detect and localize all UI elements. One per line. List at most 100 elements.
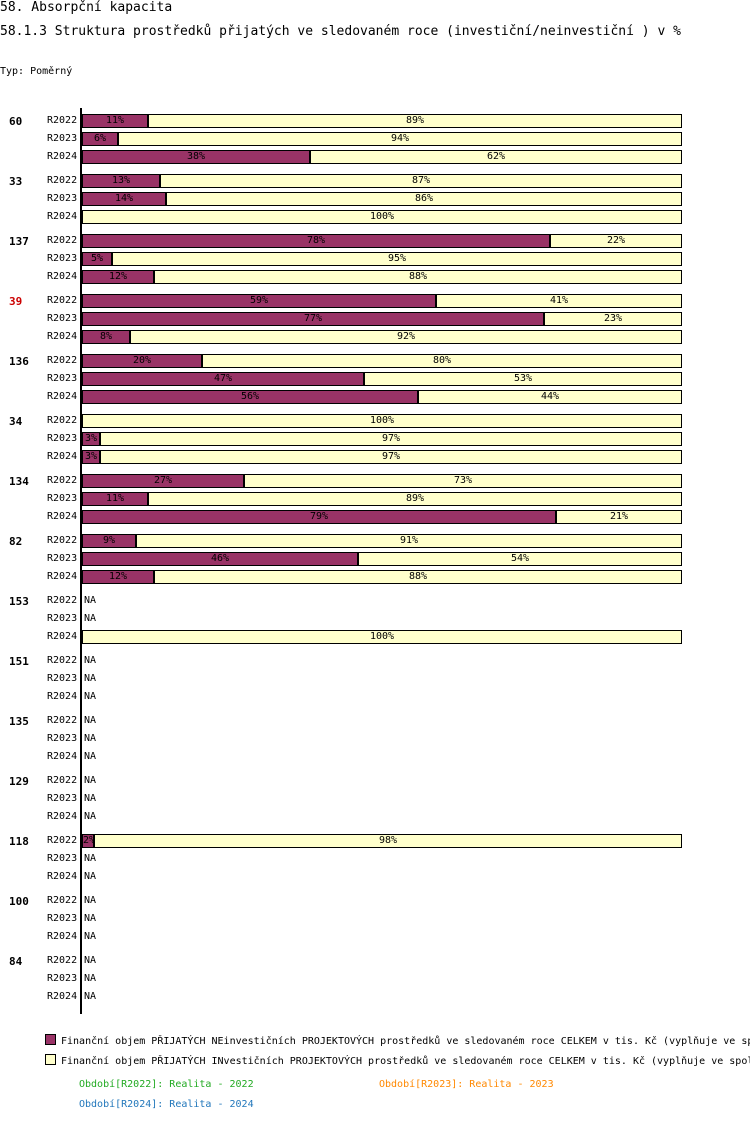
category-label: 33 <box>9 175 23 188</box>
period-label: R2024 <box>47 511 78 522</box>
category-label: 137 <box>9 235 29 248</box>
bar-segment-neinvesticni: 3% <box>82 450 100 464</box>
period-label: R2022 <box>47 775 78 786</box>
bar-chart: 60 R2022 11% 89% R2023 6% 94% R2024 38% 62% 33 R202… <box>9 108 682 1014</box>
na-label: NA <box>84 715 97 726</box>
category-label: 39 <box>9 295 23 308</box>
period-label: R2024 <box>47 571 78 582</box>
period-label: R2022 <box>47 115 78 126</box>
bar-segment-neinvesticni: 12% <box>82 570 154 584</box>
period-label: R2022 <box>47 475 78 486</box>
bar-segment-investicni: 100% <box>82 414 682 428</box>
period-label: R2022 <box>47 955 78 966</box>
bar-segment-neinvesticni: 8% <box>82 330 130 344</box>
period-label: R2023 <box>47 733 78 744</box>
bar-segment-investicni: 92% <box>130 330 682 344</box>
bar-segment-neinvesticni: 9% <box>82 534 136 548</box>
na-label: NA <box>84 955 97 966</box>
bar-segment-neinvesticni: 27% <box>82 474 244 488</box>
bar-segment-investicni: 54% <box>358 552 682 566</box>
period-label: R2023 <box>47 133 78 144</box>
bar-segment-investicni: 87% <box>160 174 682 188</box>
period-label: R2024 <box>47 331 78 342</box>
bar-segment-investicni: 21% <box>556 510 682 524</box>
category-label: 153 <box>9 595 29 608</box>
period-label: R2022 <box>47 895 78 906</box>
na-label: NA <box>84 775 97 786</box>
legend-item-neinvesticni: Finanční objem PŘIJATÝCH NEinvestičních … <box>45 1034 750 1047</box>
bar-segment-investicni: 89% <box>148 114 682 128</box>
period-label: R2024 <box>47 151 78 162</box>
period-label: R2024 <box>47 631 78 642</box>
legend-swatch <box>45 1054 56 1065</box>
bar-segment-neinvesticni: 56% <box>82 390 418 404</box>
bar-segment-investicni: 53% <box>364 372 682 386</box>
legend-label: Finanční objem PŘIJATÝCH INvestičních PR… <box>61 1056 750 1067</box>
period-label: R2022 <box>47 295 78 306</box>
period-label: R2024 <box>47 991 78 1002</box>
period-label: R2023 <box>47 673 78 684</box>
na-label: NA <box>84 973 97 984</box>
bar-segment-investicni: 23% <box>544 312 682 326</box>
na-label: NA <box>84 793 97 804</box>
period-label: R2023 <box>47 373 78 384</box>
category-label: 136 <box>9 355 29 368</box>
category-label: 34 <box>9 415 23 428</box>
bar-segment-investicni: 98% <box>94 834 682 848</box>
period-label: R2022 <box>47 235 78 246</box>
bar-segment-neinvesticni: 6% <box>82 132 118 146</box>
na-label: NA <box>84 751 97 762</box>
bar-segment-investicni: 73% <box>244 474 682 488</box>
period-label: R2023 <box>47 853 78 864</box>
bar-segment-neinvesticni: 13% <box>82 174 160 188</box>
bar-segment-neinvesticni: 11% <box>82 114 148 128</box>
period-r2023: Období[R2023]: Realita - 2023 <box>379 1079 554 1090</box>
period-label: R2023 <box>47 613 78 624</box>
na-label: NA <box>84 931 97 942</box>
bar-segment-neinvesticni: 47% <box>82 372 364 386</box>
bar-segment-investicni: 94% <box>118 132 682 146</box>
period-label: R2023 <box>47 433 78 444</box>
bar-segment-neinvesticni: 79% <box>82 510 556 524</box>
na-label: NA <box>84 733 97 744</box>
period-label: R2022 <box>47 415 78 426</box>
bar-segment-investicni: 86% <box>166 192 682 206</box>
period-label: R2023 <box>47 793 78 804</box>
na-label: NA <box>84 613 97 624</box>
na-label: NA <box>84 895 97 906</box>
bar-segment-neinvesticni: 77% <box>82 312 544 326</box>
category-label: 135 <box>9 715 29 728</box>
na-label: NA <box>84 811 97 822</box>
period-label: R2024 <box>47 211 78 222</box>
na-label: NA <box>84 913 97 924</box>
period-label: R2023 <box>47 313 78 324</box>
chart-title: 58.1.3 Struktura prostředků přijatých ve… <box>0 24 681 39</box>
bar-segment-investicni: 41% <box>436 294 682 308</box>
bar-segment-neinvesticni: 12% <box>82 270 154 284</box>
bar-segment-investicni: 62% <box>310 150 682 164</box>
bar-segment-investicni: 97% <box>100 450 682 464</box>
na-label: NA <box>84 655 97 666</box>
legend-label: Finanční objem PŘIJATÝCH NEinvestičních … <box>61 1036 750 1047</box>
category-label: 151 <box>9 655 29 668</box>
category-label: 129 <box>9 775 29 788</box>
na-label: NA <box>84 853 97 864</box>
bar-segment-investicni: 100% <box>82 630 682 644</box>
bar-segment-neinvesticni: 11% <box>82 492 148 506</box>
period-label: R2023 <box>47 913 78 924</box>
period-label: R2024 <box>47 271 78 282</box>
page-title: 58. Absorpční kapacita <box>0 0 173 15</box>
na-label: NA <box>84 673 97 684</box>
period-label: R2022 <box>47 835 78 846</box>
bar-segment-investicni: 100% <box>82 210 682 224</box>
category-label: 82 <box>9 535 23 548</box>
bar-segment-investicni: 91% <box>136 534 682 548</box>
bar-segment-neinvesticni: 46% <box>82 552 358 566</box>
bar-segment-neinvesticni: 59% <box>82 294 436 308</box>
bar-segment-neinvesticni: 3% <box>82 432 100 446</box>
bar-segment-investicni: 22% <box>550 234 682 248</box>
bar-segment-neinvesticni: 20% <box>82 354 202 368</box>
period-label: R2022 <box>47 595 78 606</box>
bar-segment-investicni: 89% <box>148 492 682 506</box>
category-label: 84 <box>9 955 23 968</box>
